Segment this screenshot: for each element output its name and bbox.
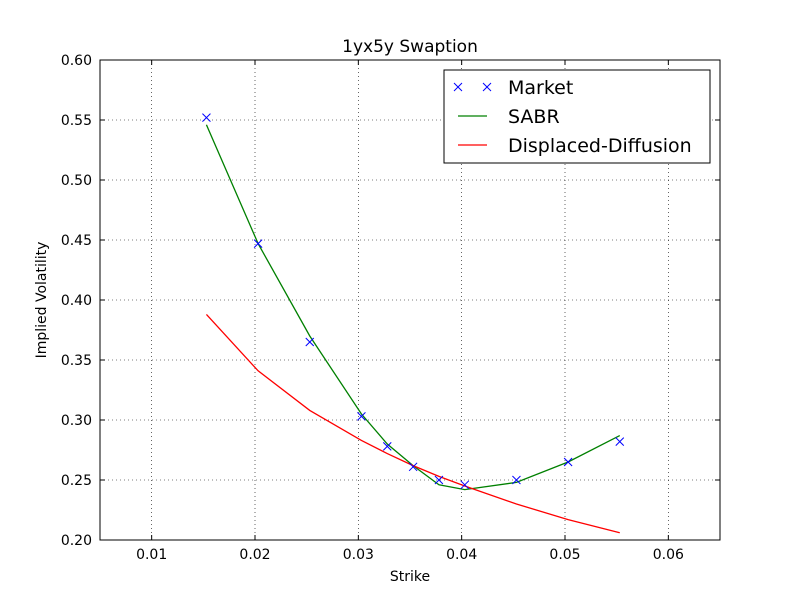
market-point <box>305 337 315 347</box>
x-tick-label: 0.02 <box>239 547 270 563</box>
y-tick-label: 0.20 <box>61 533 92 549</box>
market-point <box>202 113 211 122</box>
market-point <box>434 475 444 485</box>
market-point <box>382 442 392 451</box>
market-point <box>408 462 418 472</box>
displaced-diffusion-line <box>205 313 620 534</box>
y-axis-title: Implied Volatility <box>34 242 50 359</box>
x-tick-label: 0.04 <box>446 547 477 563</box>
y-tick-label: 0.55 <box>61 113 92 129</box>
legend-marker-market <box>482 82 492 92</box>
y-tick-label: 0.25 <box>61 473 92 489</box>
market-point <box>512 475 521 485</box>
legend-label-displaced-diffusion: Displaced-Diffusion <box>508 135 692 157</box>
x-axis-title: Strike <box>390 569 430 585</box>
y-tick-label: 0.45 <box>61 233 92 249</box>
legend-item-market: Market <box>453 77 573 99</box>
chart-title: 1yx5y Swaption <box>342 37 478 57</box>
legend-item-sabr: SABR <box>458 106 560 128</box>
market-point <box>615 437 625 446</box>
legend-label-sabr: SABR <box>508 106 560 128</box>
y-tick-label: 0.40 <box>61 293 92 309</box>
market-point <box>563 457 573 467</box>
market-point <box>460 480 470 490</box>
x-tick-label: 0.01 <box>136 547 167 563</box>
x-tick-label: 0.03 <box>343 547 374 563</box>
legend: Market SABR Displaced-Diffusion <box>443 69 711 164</box>
y-tick-label: 0.30 <box>61 413 92 429</box>
axis-ticks: 0.01 0.02 0.03 0.04 0.05 0.06 0.20 0.25 0.30 0.35… <box>61 53 720 563</box>
legend-marker-market <box>453 82 463 92</box>
y-tick-label: 0.60 <box>61 53 92 69</box>
y-tick-label: 0.35 <box>61 353 92 369</box>
y-tick-label: 0.50 <box>61 173 92 189</box>
legend-item-displaced-diffusion: Displaced-Diffusion <box>458 135 692 157</box>
x-tick-label: 0.06 <box>653 547 684 563</box>
market-point <box>253 239 263 248</box>
x-tick-label: 0.05 <box>549 547 580 563</box>
series-layer <box>202 113 625 534</box>
legend-label-market: Market <box>508 77 573 99</box>
market-point <box>357 412 366 421</box>
